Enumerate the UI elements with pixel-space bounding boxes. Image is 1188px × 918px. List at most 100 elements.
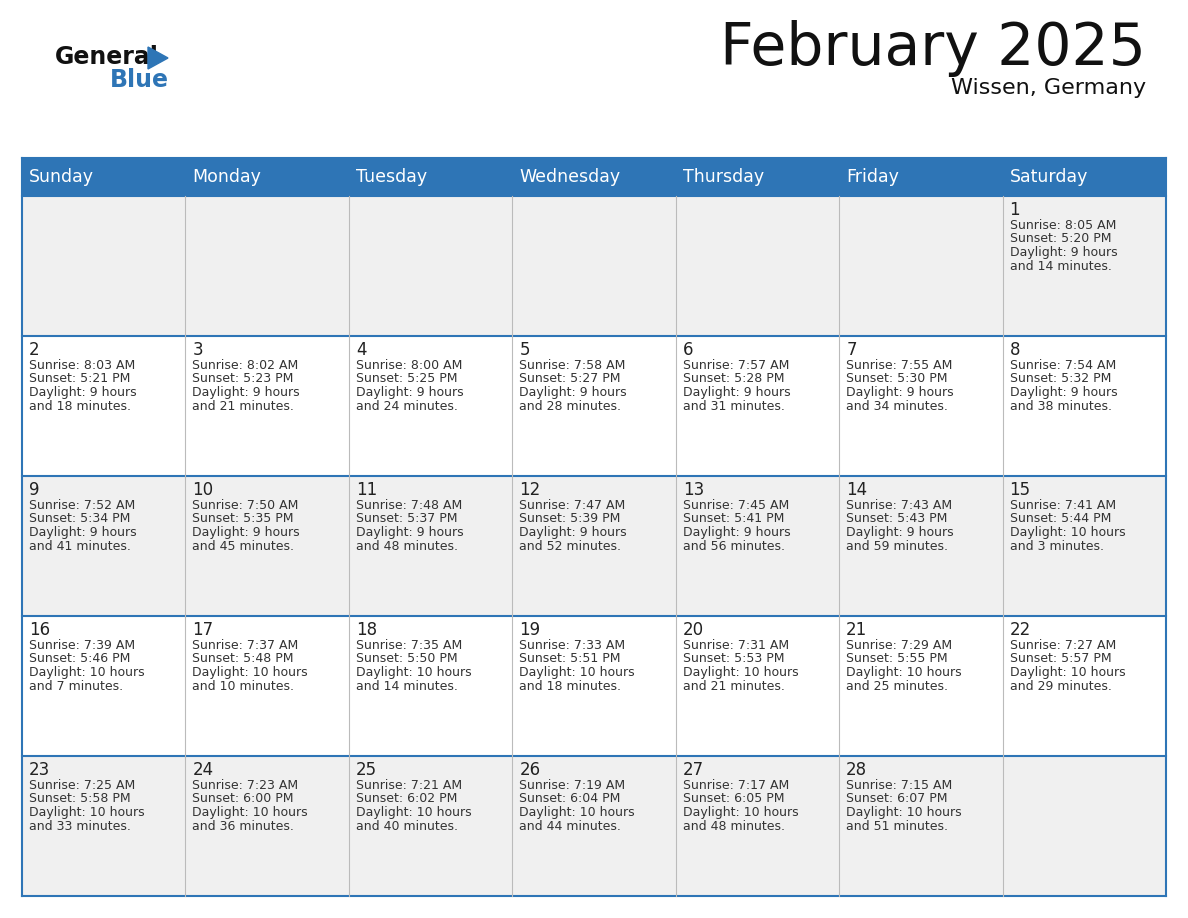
Text: and 45 minutes.: and 45 minutes. <box>192 540 295 553</box>
Text: Wednesday: Wednesday <box>519 168 620 186</box>
Text: and 29 minutes.: and 29 minutes. <box>1010 679 1112 692</box>
Text: Sunset: 5:58 PM: Sunset: 5:58 PM <box>29 792 131 805</box>
Text: Sunset: 6:00 PM: Sunset: 6:00 PM <box>192 792 293 805</box>
Bar <box>676 196 839 336</box>
Text: Sunset: 6:02 PM: Sunset: 6:02 PM <box>356 792 457 805</box>
Bar <box>676 336 839 476</box>
Text: and 24 minutes.: and 24 minutes. <box>356 399 457 412</box>
Text: Daylight: 9 hours: Daylight: 9 hours <box>29 386 137 399</box>
Text: Daylight: 10 hours: Daylight: 10 hours <box>192 806 308 819</box>
Bar <box>23 196 185 336</box>
Bar <box>23 756 185 896</box>
Bar <box>676 756 839 896</box>
Text: and 48 minutes.: and 48 minutes. <box>356 540 457 553</box>
Bar <box>1003 476 1165 616</box>
Text: 1: 1 <box>1010 201 1020 219</box>
Text: 5: 5 <box>519 341 530 359</box>
Text: Sunset: 6:04 PM: Sunset: 6:04 PM <box>519 792 620 805</box>
Text: and 18 minutes.: and 18 minutes. <box>29 399 131 412</box>
Text: Sunrise: 7:58 AM: Sunrise: 7:58 AM <box>519 359 626 372</box>
Text: Sunrise: 7:19 AM: Sunrise: 7:19 AM <box>519 779 625 792</box>
Text: Daylight: 10 hours: Daylight: 10 hours <box>29 666 145 679</box>
Text: 3: 3 <box>192 341 203 359</box>
Text: Daylight: 9 hours: Daylight: 9 hours <box>846 386 954 399</box>
Text: Sunrise: 7:35 AM: Sunrise: 7:35 AM <box>356 639 462 652</box>
Text: Daylight: 9 hours: Daylight: 9 hours <box>683 386 790 399</box>
Text: and 34 minutes.: and 34 minutes. <box>846 399 948 412</box>
Bar <box>185 756 349 896</box>
Text: Sunrise: 7:50 AM: Sunrise: 7:50 AM <box>192 499 299 512</box>
Text: 12: 12 <box>519 481 541 499</box>
Bar <box>349 476 512 616</box>
Text: and 52 minutes.: and 52 minutes. <box>519 540 621 553</box>
Text: Monday: Monday <box>192 168 261 186</box>
Text: 14: 14 <box>846 481 867 499</box>
Text: Sunset: 5:44 PM: Sunset: 5:44 PM <box>1010 512 1111 525</box>
Text: Daylight: 10 hours: Daylight: 10 hours <box>683 666 798 679</box>
Text: Daylight: 10 hours: Daylight: 10 hours <box>519 806 634 819</box>
Text: Daylight: 10 hours: Daylight: 10 hours <box>1010 666 1125 679</box>
Text: and 7 minutes.: and 7 minutes. <box>29 679 124 692</box>
Text: Daylight: 9 hours: Daylight: 9 hours <box>192 386 301 399</box>
Text: Sunset: 5:46 PM: Sunset: 5:46 PM <box>29 653 131 666</box>
Text: Sunset: 5:25 PM: Sunset: 5:25 PM <box>356 373 457 386</box>
Text: Saturday: Saturday <box>1010 168 1088 186</box>
Text: Sunset: 5:37 PM: Sunset: 5:37 PM <box>356 512 457 525</box>
Text: Sunset: 5:27 PM: Sunset: 5:27 PM <box>519 373 621 386</box>
Text: Sunset: 5:41 PM: Sunset: 5:41 PM <box>683 512 784 525</box>
Text: 17: 17 <box>192 621 214 639</box>
Bar <box>23 336 185 476</box>
Text: Daylight: 9 hours: Daylight: 9 hours <box>356 526 463 539</box>
Text: 28: 28 <box>846 761 867 779</box>
Bar <box>185 616 349 756</box>
Text: Sunset: 6:07 PM: Sunset: 6:07 PM <box>846 792 948 805</box>
Text: Sunrise: 7:55 AM: Sunrise: 7:55 AM <box>846 359 953 372</box>
Text: and 28 minutes.: and 28 minutes. <box>519 399 621 412</box>
Text: and 14 minutes.: and 14 minutes. <box>1010 260 1112 273</box>
Text: Sunset: 5:50 PM: Sunset: 5:50 PM <box>356 653 457 666</box>
Text: Sunrise: 7:27 AM: Sunrise: 7:27 AM <box>1010 639 1116 652</box>
Text: 11: 11 <box>356 481 377 499</box>
Bar <box>512 196 676 336</box>
Text: Sunrise: 8:00 AM: Sunrise: 8:00 AM <box>356 359 462 372</box>
Text: 7: 7 <box>846 341 857 359</box>
Text: Sunrise: 8:05 AM: Sunrise: 8:05 AM <box>1010 219 1116 232</box>
Text: Daylight: 9 hours: Daylight: 9 hours <box>356 386 463 399</box>
Text: Sunset: 5:43 PM: Sunset: 5:43 PM <box>846 512 948 525</box>
Text: Sunrise: 7:41 AM: Sunrise: 7:41 AM <box>1010 499 1116 512</box>
Text: Sunrise: 8:03 AM: Sunrise: 8:03 AM <box>29 359 135 372</box>
Text: Sunset: 5:35 PM: Sunset: 5:35 PM <box>192 512 293 525</box>
Text: Sunset: 5:53 PM: Sunset: 5:53 PM <box>683 653 784 666</box>
Text: 21: 21 <box>846 621 867 639</box>
Text: Thursday: Thursday <box>683 168 764 186</box>
Bar <box>23 158 1165 196</box>
Text: and 51 minutes.: and 51 minutes. <box>846 820 948 833</box>
Text: Sunrise: 7:25 AM: Sunrise: 7:25 AM <box>29 779 135 792</box>
Text: Sunrise: 7:39 AM: Sunrise: 7:39 AM <box>29 639 135 652</box>
Bar <box>23 476 185 616</box>
Text: Sunrise: 7:17 AM: Sunrise: 7:17 AM <box>683 779 789 792</box>
Bar <box>839 756 1003 896</box>
Text: and 10 minutes.: and 10 minutes. <box>192 679 295 692</box>
Bar <box>1003 336 1165 476</box>
Text: Sunrise: 7:29 AM: Sunrise: 7:29 AM <box>846 639 953 652</box>
Text: Sunset: 5:20 PM: Sunset: 5:20 PM <box>1010 232 1111 245</box>
Bar <box>839 196 1003 336</box>
Bar <box>185 336 349 476</box>
Text: Sunset: 5:28 PM: Sunset: 5:28 PM <box>683 373 784 386</box>
Text: Sunrise: 7:45 AM: Sunrise: 7:45 AM <box>683 499 789 512</box>
Text: Blue: Blue <box>110 68 169 92</box>
Text: and 41 minutes.: and 41 minutes. <box>29 540 131 553</box>
Text: Sunrise: 7:15 AM: Sunrise: 7:15 AM <box>846 779 953 792</box>
Text: Sunrise: 7:33 AM: Sunrise: 7:33 AM <box>519 639 625 652</box>
Text: 6: 6 <box>683 341 694 359</box>
Text: Daylight: 10 hours: Daylight: 10 hours <box>1010 526 1125 539</box>
Text: Daylight: 10 hours: Daylight: 10 hours <box>356 666 472 679</box>
Text: and 3 minutes.: and 3 minutes. <box>1010 540 1104 553</box>
Bar <box>185 476 349 616</box>
Text: Sunset: 5:32 PM: Sunset: 5:32 PM <box>1010 373 1111 386</box>
Text: and 31 minutes.: and 31 minutes. <box>683 399 784 412</box>
Text: Daylight: 10 hours: Daylight: 10 hours <box>846 806 962 819</box>
Text: Sunset: 5:21 PM: Sunset: 5:21 PM <box>29 373 131 386</box>
Bar <box>1003 616 1165 756</box>
